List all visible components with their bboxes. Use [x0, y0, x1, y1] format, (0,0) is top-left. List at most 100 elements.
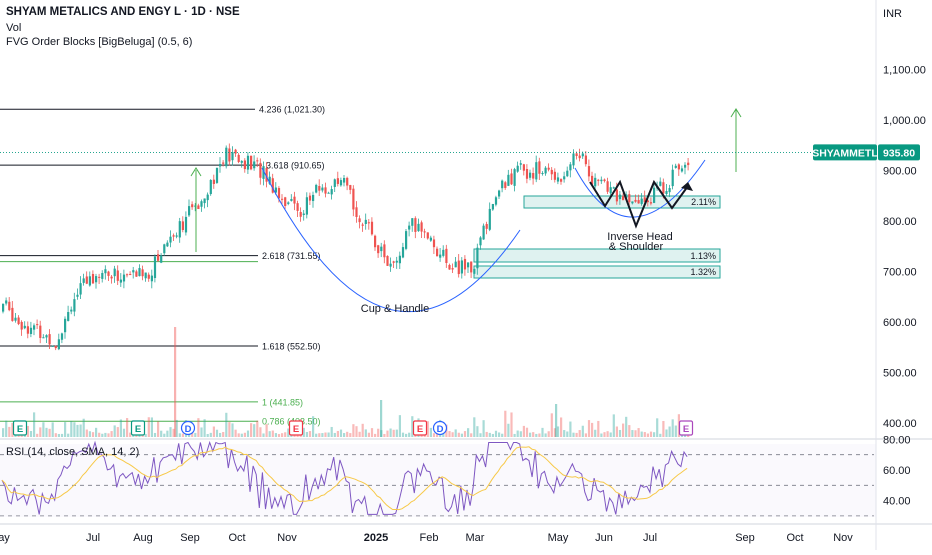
- candle-body: [383, 244, 386, 258]
- volume-bar: [625, 416, 628, 437]
- earnings-marker: [412, 420, 428, 436]
- candle-body: [184, 216, 188, 233]
- volume-bar: [451, 432, 454, 437]
- volume-bar: [482, 420, 485, 437]
- time-tick-label: ay: [0, 532, 10, 544]
- volume-bar: [665, 429, 668, 437]
- volume-bar: [45, 427, 48, 437]
- candle-body: [631, 201, 634, 204]
- candle-body: [11, 307, 14, 321]
- candle-body: [45, 335, 48, 338]
- dividend-marker: [432, 420, 448, 436]
- candle-body: [395, 260, 398, 263]
- candle-body: [119, 279, 122, 283]
- volume-bar: [327, 432, 330, 437]
- volume-bar: [640, 431, 643, 437]
- volume-bar: [321, 433, 324, 437]
- volume-bar: [259, 427, 262, 437]
- volume-bar: [510, 412, 513, 437]
- volume-bar: [287, 428, 290, 437]
- candle-body: [513, 169, 516, 186]
- candle-body: [553, 171, 556, 180]
- volume-bar: [367, 432, 370, 437]
- candle-body: [14, 317, 17, 321]
- candle-body: [420, 222, 423, 232]
- candle-body: [516, 165, 519, 172]
- candle-body: [398, 255, 401, 264]
- time-tick-label: 2025: [364, 532, 388, 544]
- volume-bar: [243, 432, 246, 437]
- candle-body: [163, 244, 166, 254]
- candle-body: [622, 196, 625, 201]
- candle-body: [240, 160, 243, 163]
- symbol-title[interactable]: SHYAM METALICS AND ENGY L · 1D · NSE: [6, 6, 240, 18]
- volume-bar: [113, 425, 116, 437]
- candle-body: [575, 153, 578, 157]
- candle-body: [178, 221, 181, 238]
- volume-bar: [144, 433, 147, 437]
- volume-bar: [85, 429, 88, 437]
- volume-bar: [265, 424, 268, 437]
- volume-bar: [389, 428, 392, 437]
- candle-body: [581, 153, 584, 157]
- candle-body: [643, 197, 646, 202]
- candle-body: [432, 239, 436, 248]
- candle-body: [237, 154, 240, 162]
- candle-body: [200, 201, 203, 207]
- event-marker-letter: E: [135, 424, 141, 435]
- indicator-legend[interactable]: FVG Order Blocks [BigBeluga] (0.5, 6): [6, 36, 193, 48]
- volume-bar: [556, 426, 560, 437]
- candle-body: [612, 187, 615, 189]
- volume-bar: [668, 426, 671, 437]
- candle-body: [169, 236, 172, 243]
- candle-body: [91, 273, 95, 284]
- fib-level-label: 3.618 (910.65): [266, 161, 325, 171]
- candle-body: [504, 182, 507, 188]
- candle-body: [250, 155, 253, 170]
- volume-bar: [395, 429, 398, 437]
- candle-body: [470, 261, 473, 273]
- candle-body: [628, 194, 631, 203]
- volume-bars: [2, 327, 690, 437]
- volume-bar: [163, 433, 166, 437]
- rsi-legend: RSI (14, close, SMA, 14, 2): [6, 446, 139, 458]
- volume-bar: [476, 426, 479, 437]
- candle-body: [377, 245, 380, 254]
- last-price-badge: [878, 144, 920, 161]
- volume-bar: [622, 423, 625, 437]
- volume-bar: [277, 433, 281, 437]
- candle-body: [479, 237, 482, 246]
- currency-label[interactable]: INR: [883, 8, 902, 20]
- candle-body: [305, 197, 308, 215]
- volume-bar: [225, 412, 228, 437]
- candle-body: [522, 164, 525, 171]
- candle-body: [498, 190, 501, 197]
- volume-bar: [256, 420, 259, 437]
- candle-body: [501, 180, 504, 189]
- volume-bar: [33, 412, 36, 437]
- volume-legend[interactable]: Vol: [6, 22, 22, 34]
- candle-body: [380, 246, 383, 252]
- candle-body: [330, 189, 333, 195]
- volume-bar: [153, 432, 157, 437]
- candle-body: [677, 164, 680, 170]
- candle-body: [79, 283, 82, 295]
- candle-body: [2, 303, 5, 312]
- candle-body: [144, 272, 147, 279]
- candle-body: [141, 269, 144, 277]
- volume-bar: [606, 431, 609, 437]
- candle-body: [569, 164, 572, 171]
- volume-bar: [591, 422, 594, 437]
- candle-body: [538, 161, 541, 174]
- volume-bar: [426, 421, 429, 437]
- candle-body: [290, 199, 293, 201]
- volume-bar: [501, 433, 504, 437]
- ihs-annotation-line2: & Shoulder: [609, 241, 664, 253]
- volume-bar: [240, 433, 243, 437]
- event-marker-letter: E: [17, 424, 23, 435]
- volume-bar: [374, 433, 377, 437]
- volume-bar: [377, 428, 380, 437]
- candle-body: [296, 203, 299, 211]
